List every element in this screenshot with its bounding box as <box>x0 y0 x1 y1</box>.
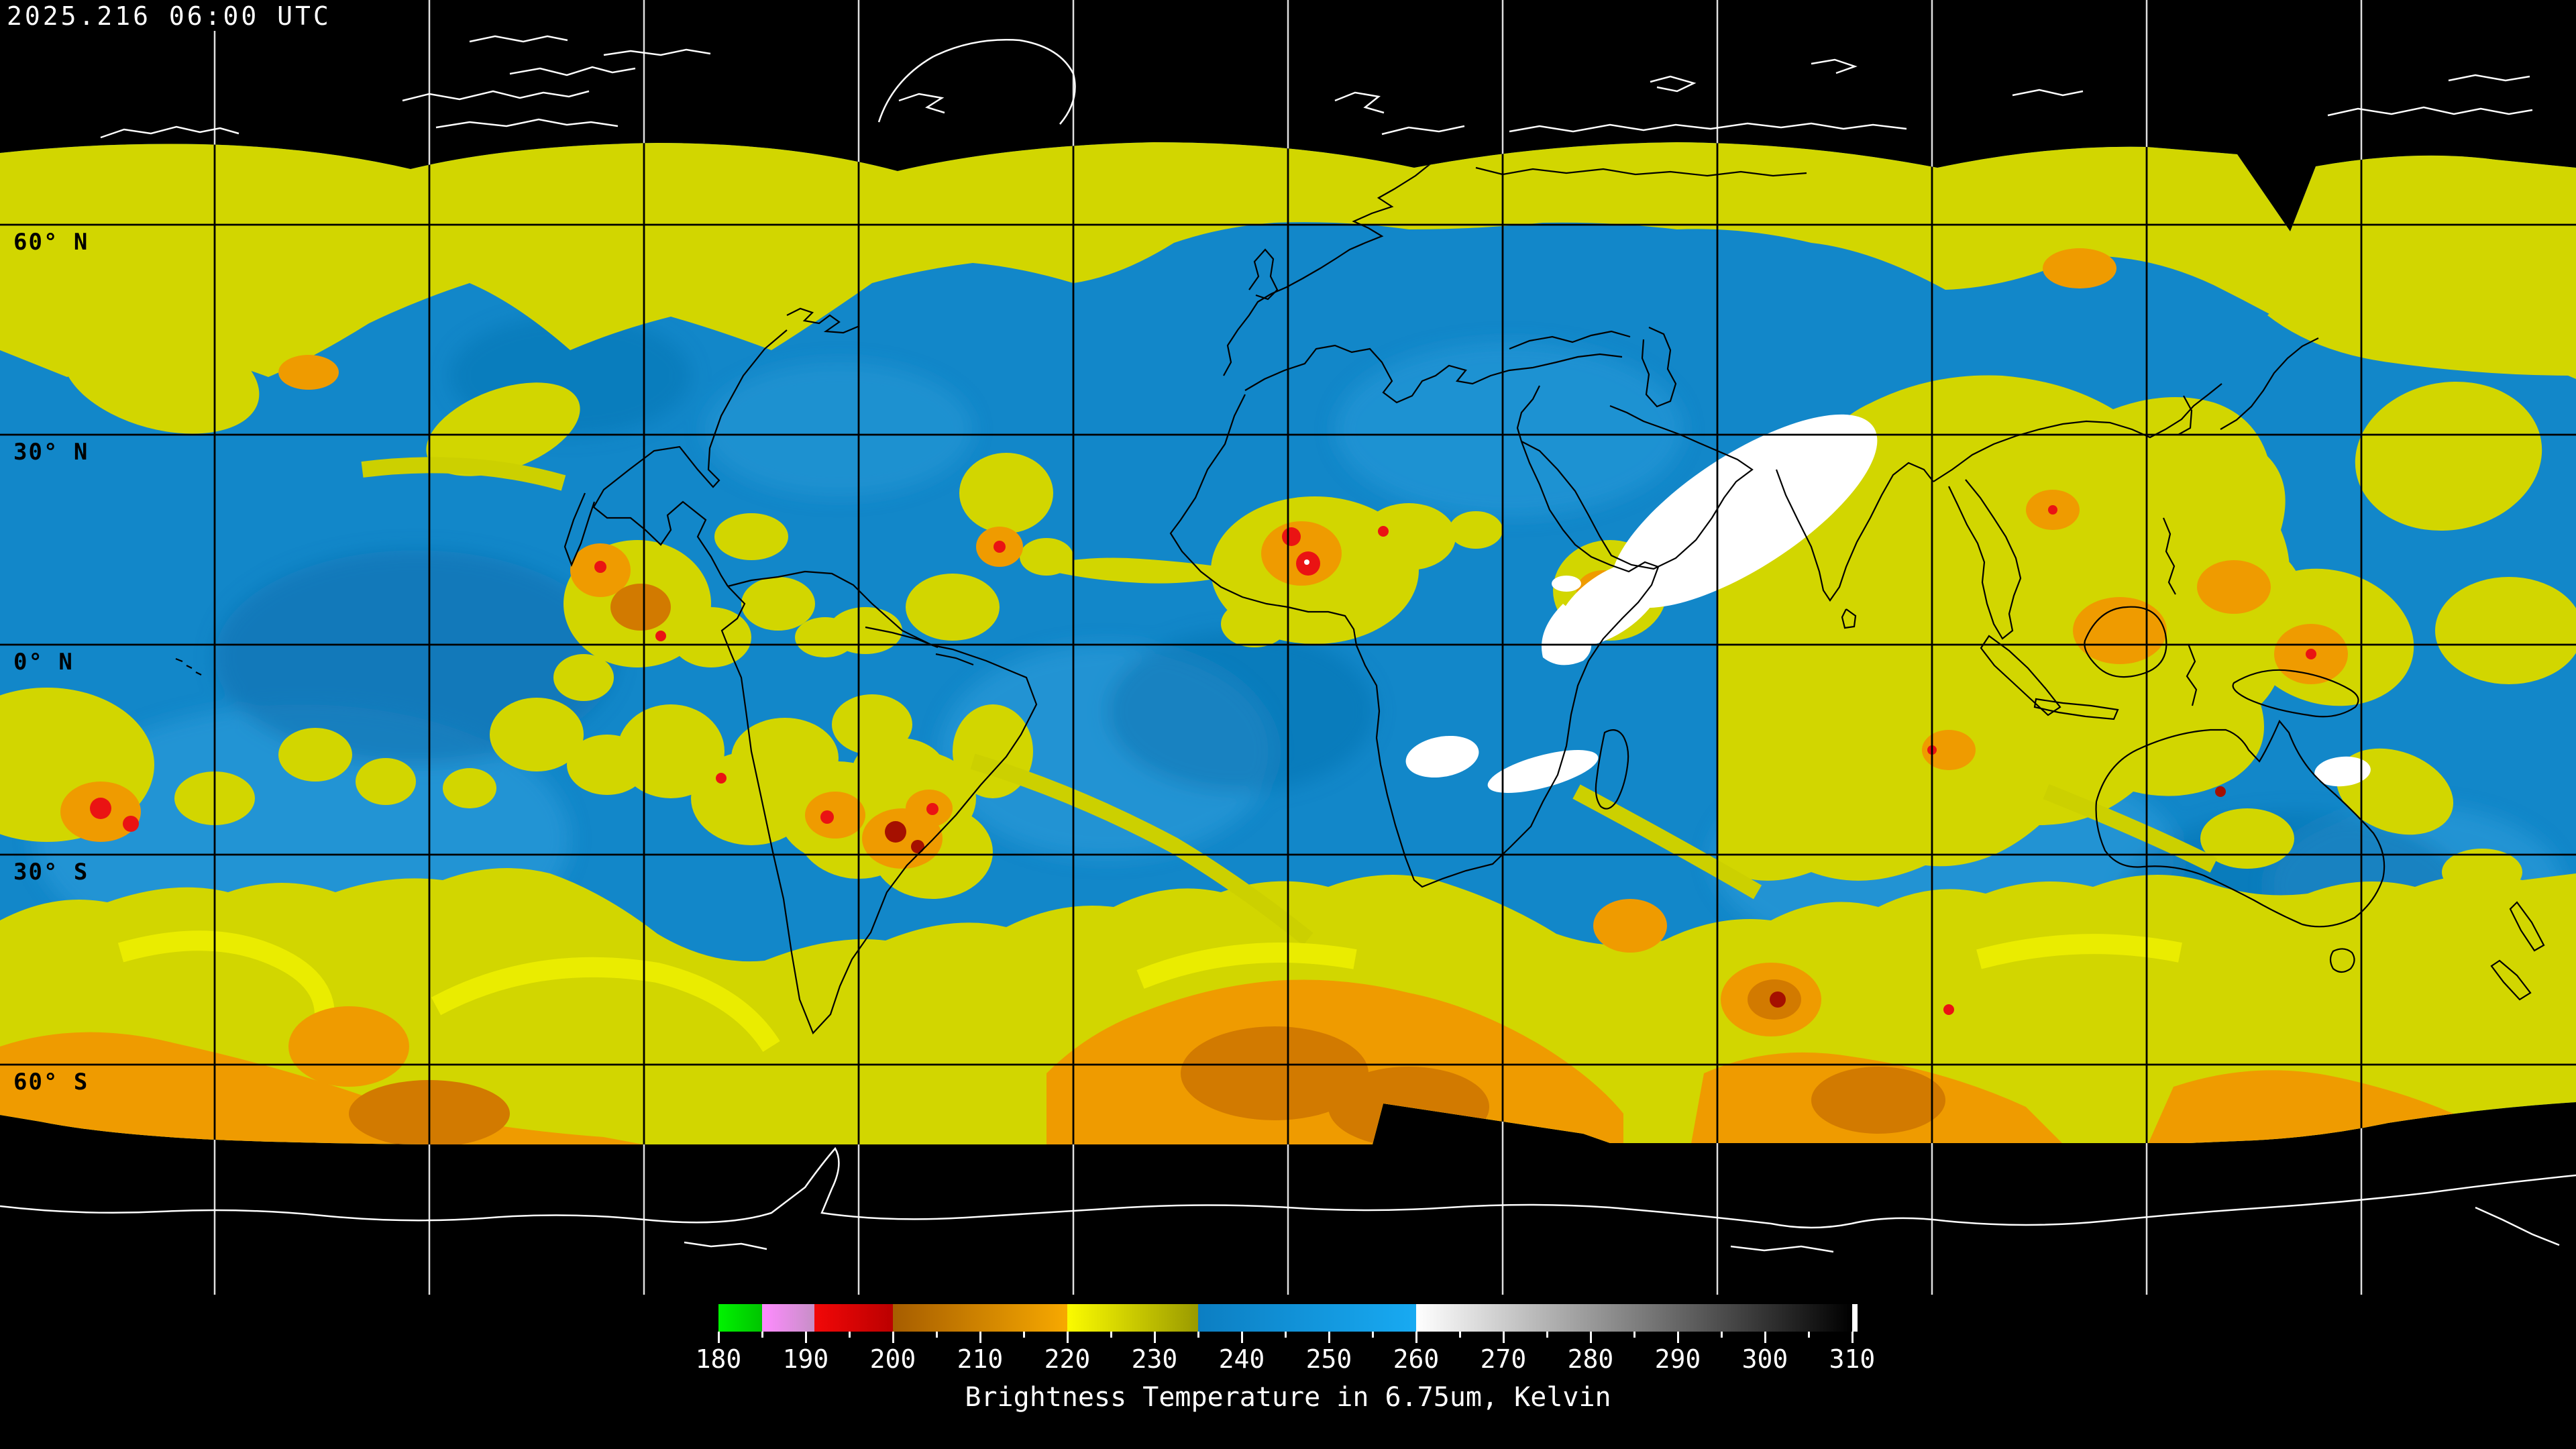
warm-dry-white-patches <box>1405 414 2371 793</box>
colorbar-tick-label-300: 300 <box>1741 1344 1788 1374</box>
new-guinea <box>2232 669 2359 718</box>
colorbar-tick-label-290: 290 <box>1654 1344 1701 1374</box>
colorbar-tick-label-210: 210 <box>957 1344 1004 1374</box>
arctic-coastlines <box>100 35 2533 139</box>
sulawesi <box>2186 643 2198 706</box>
india-coast <box>1775 462 1934 602</box>
colorbar-tick-label-240: 240 <box>1218 1344 1265 1374</box>
baja-california <box>564 492 596 567</box>
coldest-cores-red <box>90 505 2316 1015</box>
colorbar-major-tick-200 <box>892 1332 894 1343</box>
data-gridlines <box>0 142 2576 1144</box>
africa-coast <box>1169 385 1660 888</box>
timestamp-backing <box>0 0 366 31</box>
colorbar-major-tick-300 <box>1764 1332 1766 1343</box>
colorbar-minor-tick-265 <box>1459 1332 1461 1338</box>
pale-yellow-swirls <box>117 930 2182 1053</box>
great-lakes <box>786 307 860 334</box>
indochina-malay-coast <box>1948 479 2022 640</box>
cold-cores-orange <box>0 248 2496 1144</box>
colorbar-tick-label-250: 250 <box>1305 1344 1352 1374</box>
colorbar-minor-tick-275 <box>1546 1332 1548 1338</box>
colorbar-tick-label-260: 260 <box>1393 1344 1440 1374</box>
colorbar <box>718 1304 1858 1332</box>
north-america-coast <box>592 329 788 587</box>
sri-lanka <box>1841 608 1857 629</box>
japan <box>2220 337 2319 430</box>
colorbar-minor-tick-295 <box>1721 1332 1723 1338</box>
colorbar-major-tick-180 <box>718 1332 720 1343</box>
colorbar-minor-tick-235 <box>1197 1332 1199 1338</box>
hispaniola <box>935 653 974 666</box>
colorbar-minor-tick-185 <box>761 1332 763 1338</box>
british-isles <box>1248 248 1279 301</box>
colorbar-tick-label-310: 310 <box>1829 1344 1876 1374</box>
lat-label-30n: 30° N <box>13 439 89 466</box>
colorbar-tick-label-230: 230 <box>1131 1344 1178 1374</box>
new-zealand <box>2490 901 2545 1001</box>
lat-label-60s: 60° S <box>13 1069 89 1095</box>
continent-coastlines <box>175 150 2545 1035</box>
colorbar-major-tick-280 <box>1590 1332 1592 1343</box>
colorbar-title: Brightness Temperature in 6.75um, Kelvin <box>965 1382 1611 1413</box>
timestamp: 2025.216 06:00 UTC <box>7 1 331 31</box>
tasmania <box>2329 948 2355 973</box>
overshoot-white-dot <box>1304 559 1309 565</box>
colorbar-major-tick-210 <box>979 1332 981 1343</box>
lat-label-30s: 30° S <box>13 859 89 885</box>
korea <box>2178 395 2193 435</box>
colorbar-end-cap <box>1852 1304 1858 1332</box>
sumatra <box>1980 635 2061 716</box>
colorbar-major-tick-290 <box>1677 1332 1679 1343</box>
philippines <box>2162 517 2176 595</box>
colorbar-tick-label-190: 190 <box>782 1344 829 1374</box>
coldest-cores-dark-red <box>885 786 2226 1008</box>
lat-label-0n: 0° N <box>13 649 74 676</box>
colorbar-minor-tick-285 <box>1633 1332 1635 1338</box>
colorbar-minor-tick-205 <box>936 1332 938 1338</box>
colorbar-major-tick-260 <box>1415 1332 1417 1343</box>
colorbar-major-tick-250 <box>1328 1332 1330 1343</box>
cuba <box>865 626 938 649</box>
south-america-coast <box>720 570 1038 1035</box>
colorbar-minor-tick-305 <box>1808 1332 1810 1338</box>
borneo <box>2084 606 2167 678</box>
colorbar-major-tick-240 <box>1241 1332 1243 1343</box>
colorbar-minor-tick-225 <box>1110 1332 1112 1338</box>
lat-label-60n: 60° N <box>13 229 89 256</box>
colorbar-gradient <box>718 1304 1852 1332</box>
china-coast <box>1933 383 2222 482</box>
colorbar-tick-label-180: 180 <box>695 1344 742 1374</box>
arabia-coast <box>1521 405 1754 570</box>
colorbar-minor-tick-245 <box>1285 1332 1287 1338</box>
colorbar-minor-tick-215 <box>1023 1332 1025 1338</box>
australia-coast <box>2095 719 2385 928</box>
colorbar-tick-label-270: 270 <box>1480 1344 1527 1374</box>
colorbar-tick-label-200: 200 <box>869 1344 916 1374</box>
caspian-sea <box>1641 326 1677 408</box>
colorbar-major-tick-220 <box>1067 1332 1069 1343</box>
antarctic-coastline <box>0 1146 2576 1253</box>
mediterranean-north-shore <box>1244 344 1623 404</box>
data-swath <box>0 142 2576 1144</box>
colorbar-major-tick-190 <box>805 1332 807 1343</box>
black-sea <box>1509 330 1631 350</box>
colorbar-minor-tick-255 <box>1372 1332 1374 1338</box>
russia-arctic-coast <box>1475 166 1807 177</box>
madagascar <box>1595 729 1629 810</box>
colorbar-major-tick-230 <box>1154 1332 1156 1343</box>
yellow-filaments <box>361 457 2218 946</box>
hawaii <box>175 657 202 676</box>
colorbar-major-tick-270 <box>1503 1332 1505 1343</box>
colorbar-tick-label-220: 220 <box>1044 1344 1091 1374</box>
java <box>2033 698 2119 720</box>
colorbar-major-tick-310 <box>1851 1332 1854 1343</box>
colorbar-tick-label-280: 280 <box>1567 1344 1614 1374</box>
europe-west-coast <box>1223 150 1448 376</box>
colorbar-minor-tick-195 <box>849 1332 851 1338</box>
